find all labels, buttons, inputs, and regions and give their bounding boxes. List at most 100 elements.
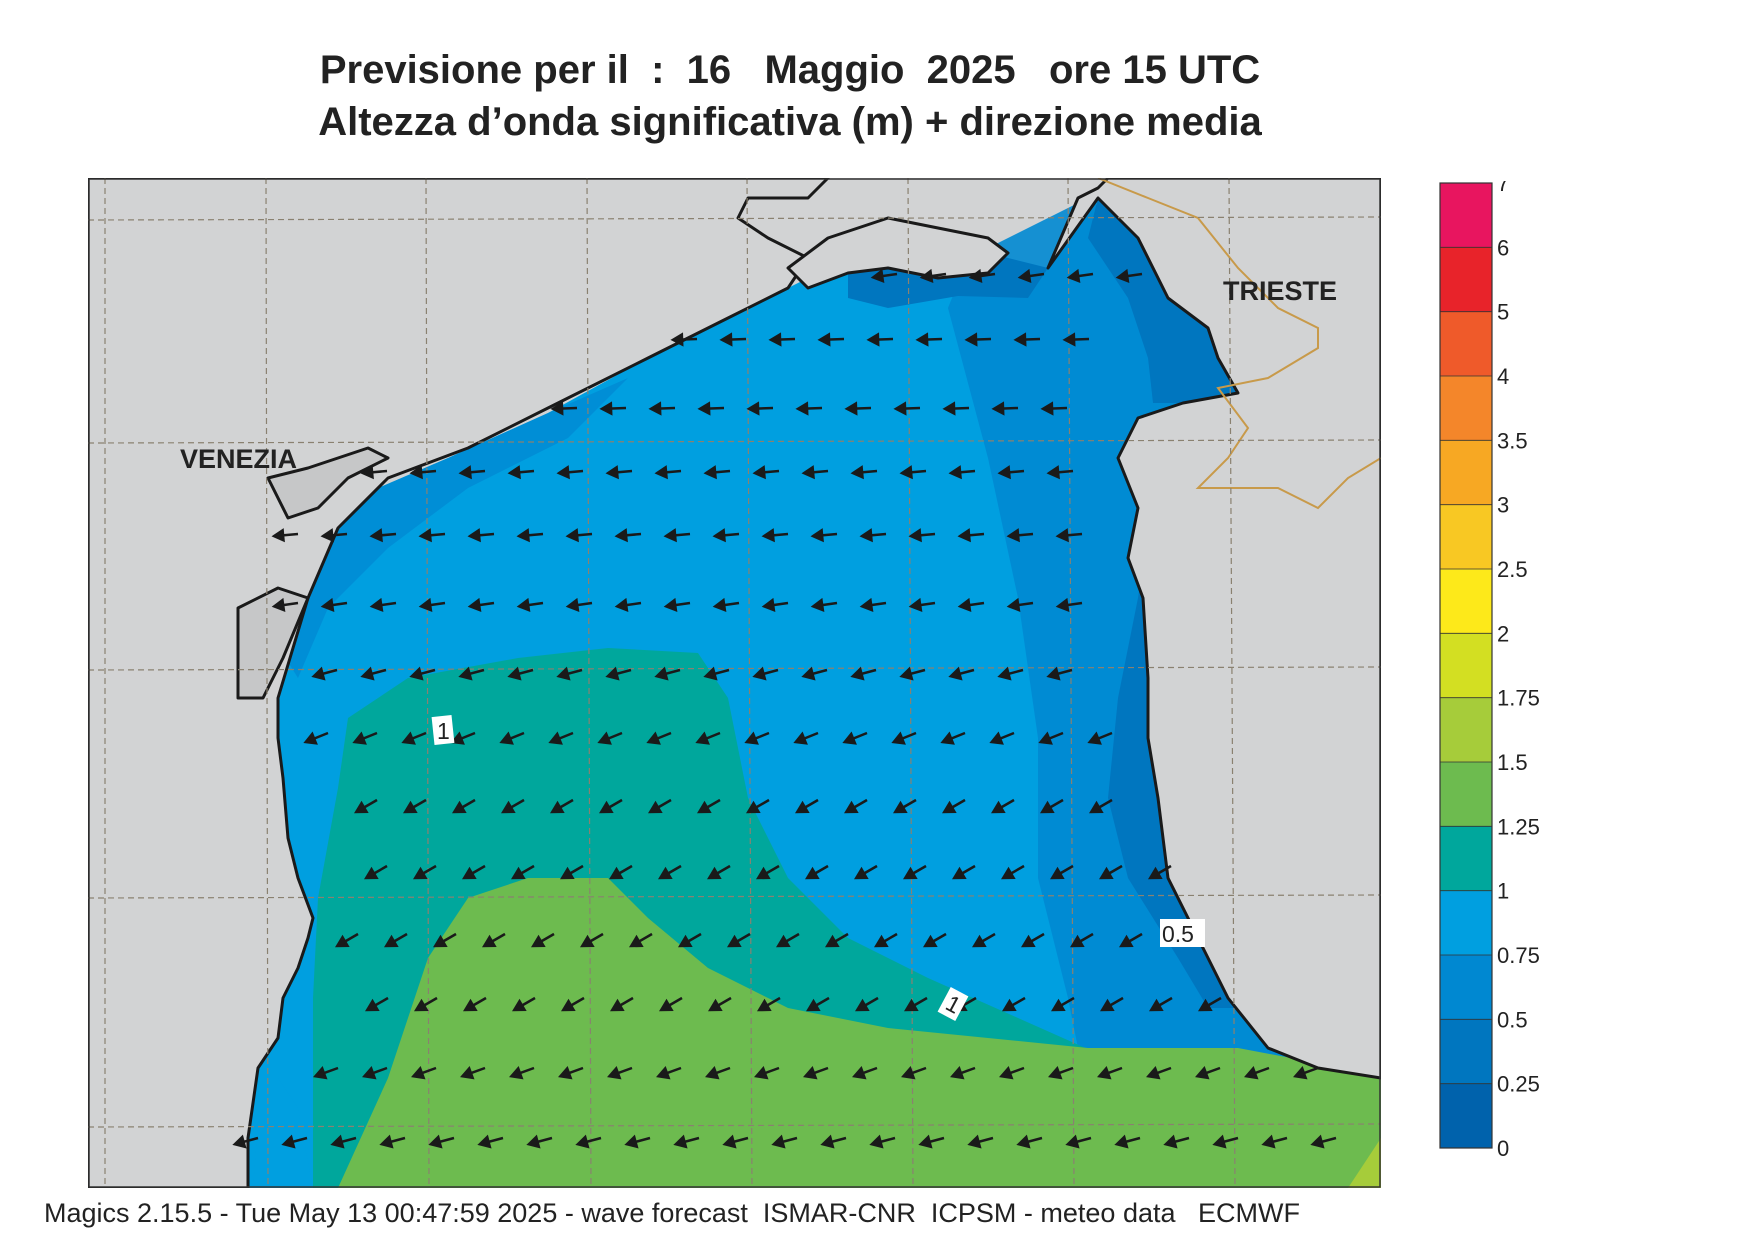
wave-arrow-head (771, 1134, 786, 1149)
wave-arrow-head (1261, 1134, 1276, 1149)
wave-arrow-head (281, 1134, 296, 1149)
colorbar-band (1440, 183, 1492, 248)
venezia-label: VENEZIA (180, 444, 297, 474)
wave-arrow-head (1006, 528, 1020, 543)
wave-arrow-head (1088, 800, 1104, 814)
wave-arrow-head (695, 731, 710, 745)
wave-arrow-head (1293, 1066, 1308, 1080)
colorbar-tick-label: 6 (1497, 235, 1509, 260)
wave-arrow-head (418, 597, 433, 612)
wave-arrow-head (1146, 1066, 1161, 1080)
wave-arrow-head (352, 731, 367, 745)
wave-arrow-head (1069, 934, 1085, 948)
wave-arrow-head (712, 597, 727, 612)
wave-arrow-head (460, 1066, 475, 1080)
wave-arrow-head (1099, 998, 1115, 1012)
wave-arrow-head (745, 800, 761, 814)
coastline (88, 178, 1381, 1188)
wave-arrow-head (516, 528, 530, 543)
wave-arrow-head (467, 528, 481, 543)
colorbar-band (1440, 247, 1492, 313)
wave-arrow-head (477, 1134, 492, 1149)
wave-arrow-head (899, 666, 914, 681)
wave-arrow-head (311, 666, 326, 681)
wave-arrow-head (458, 666, 473, 681)
wave-direction-arrows (232, 268, 1337, 1149)
wave-arrow-head (899, 465, 913, 480)
wave-arrow-head (801, 666, 816, 681)
wave-arrow-head (951, 866, 967, 880)
wave-arrow-head (549, 800, 565, 814)
wave-arrow-head (1055, 528, 1069, 543)
wave-arrow-head (1048, 1066, 1063, 1080)
wave-arrow-head (854, 998, 870, 1012)
wave-arrow-head (624, 1134, 639, 1149)
wave-arrow-head (663, 528, 677, 543)
wave-arrow-head (964, 332, 978, 347)
wave-arrow-head (320, 528, 334, 543)
map-title: Previsione per il : 16 Maggio 2025 ore 1… (319, 48, 1261, 92)
wave-arrow-head (919, 268, 934, 283)
wave-arrow-head (850, 666, 865, 681)
map-subtitle: Altezza d’onda significativa (m) + direz… (318, 100, 1262, 144)
wave-arrow-head (712, 528, 726, 543)
wave-arrow-head (1055, 597, 1070, 612)
wave-arrow-head (908, 597, 923, 612)
wave-arrow-head (948, 666, 963, 681)
wave-arrow-head (1065, 1134, 1080, 1149)
wave-arrow-head (873, 934, 889, 948)
colorbar-tick-label: 5 (1497, 300, 1509, 325)
colorbar-tick-labels: 7 6 5 4 3.5 3 2.5 2 1.75 1.5 1.25 1 0.75 0.5 0.25 0 (1440, 181, 1540, 1161)
national-border (1097, 178, 1381, 510)
wave-arrow-head (703, 666, 718, 681)
wave-arrow-head (565, 597, 580, 612)
wave-arrow-head (232, 1134, 247, 1149)
wave-arrow-head (648, 401, 662, 416)
wave-arrow-head (1001, 998, 1017, 1012)
wave-arrow-head (870, 268, 885, 283)
colorbar-tick-label: 0.75 (1497, 943, 1540, 968)
wave-height-field (248, 188, 1381, 1188)
wave-arrow-head (1062, 332, 1076, 347)
colorbar-tick-label: 0.25 (1497, 1072, 1540, 1097)
trieste-label: TRIESTE (1223, 276, 1337, 306)
wave-arrow-head (752, 666, 767, 681)
wave-arrow-head (548, 731, 563, 745)
wave-arrow-head (948, 465, 962, 480)
wave-arrow-head (1163, 1134, 1178, 1149)
wave-arrow-head (908, 528, 922, 543)
wave-arrow-head (677, 934, 693, 948)
wave-arrow-head (353, 800, 369, 814)
wave-arrow-head (756, 998, 772, 1012)
wave-arrow-head (556, 465, 570, 480)
wave-arrow-head (795, 401, 809, 416)
wave-arrow-head (801, 465, 815, 480)
wave-arrow-head (558, 1066, 573, 1080)
svg-text:0.5: 0.5 (1162, 921, 1194, 947)
wave-arrow-head (432, 934, 448, 948)
wave-arrow-head (707, 998, 723, 1012)
colorbar-tick-label: 0.5 (1497, 1007, 1528, 1032)
wave-arrow-head (794, 800, 810, 814)
wave-arrow-head (967, 1134, 982, 1149)
wave-arrow-head (628, 934, 644, 948)
wave-arrow-head (462, 998, 478, 1012)
colorbar-band (1440, 826, 1492, 892)
wave-arrow-head (607, 1066, 622, 1080)
wave-arrow-head (744, 731, 759, 745)
wave-arrow-head (957, 528, 971, 543)
wave-arrow-head (530, 934, 546, 948)
wave-arrow-head (500, 800, 516, 814)
wave-arrow-head (605, 666, 620, 681)
wave-arrow-head (271, 597, 286, 612)
wave-arrow-head (866, 332, 880, 347)
wave-arrow-head (859, 528, 873, 543)
colorbar-tick-label: 1 (1497, 879, 1509, 904)
colorbar-band (1440, 569, 1492, 634)
wave-arrow-head (609, 998, 625, 1012)
wave-arrow-head (320, 597, 335, 612)
wave-arrow-head (722, 1134, 737, 1149)
wave-arrow-head (804, 866, 820, 880)
wave-arrow-head (409, 666, 424, 681)
wave-arrow-head (579, 934, 595, 948)
